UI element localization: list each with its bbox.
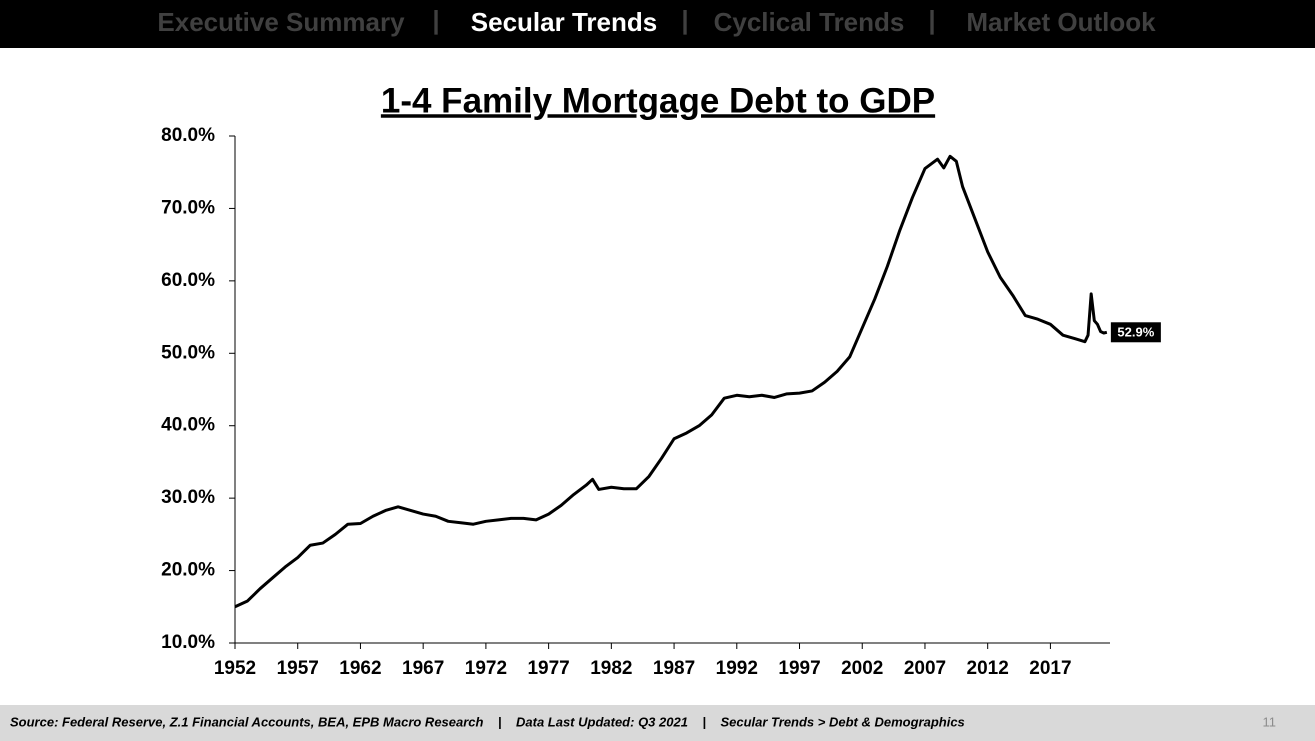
y-tick-label: 60.0% bbox=[161, 270, 215, 291]
x-tick-label: 1962 bbox=[339, 658, 381, 679]
chart-title: 1-4 Family Mortgage Debt to GDP bbox=[381, 81, 935, 120]
nav-separator: | bbox=[681, 5, 688, 35]
x-tick-label: 1977 bbox=[527, 658, 569, 679]
x-tick-label: 1992 bbox=[716, 658, 758, 679]
nav-separator: | bbox=[928, 5, 935, 35]
nav-item[interactable]: Executive Summary bbox=[157, 7, 405, 37]
footer-bar bbox=[0, 705, 1315, 741]
x-tick-label: 1997 bbox=[778, 658, 820, 679]
x-tick-label: 1972 bbox=[465, 658, 507, 679]
x-tick-label: 1967 bbox=[402, 658, 444, 679]
page-number: 11 bbox=[1263, 714, 1277, 729]
y-tick-label: 20.0% bbox=[161, 560, 215, 581]
y-tick-label: 40.0% bbox=[161, 415, 215, 436]
nav-separator: | bbox=[432, 5, 439, 35]
x-tick-label: 2002 bbox=[841, 658, 883, 679]
value-label: 52.9% bbox=[1117, 325, 1154, 340]
y-tick-label: 10.0% bbox=[161, 632, 215, 653]
y-tick-label: 80.0% bbox=[161, 125, 215, 146]
nav-item[interactable]: Secular Trends bbox=[471, 7, 657, 37]
x-tick-label: 2007 bbox=[904, 658, 946, 679]
line-series bbox=[234, 154, 1108, 609]
x-tick-label: 2017 bbox=[1029, 658, 1071, 679]
footer-source: Source: Federal Reserve, Z.1 Financial A… bbox=[10, 714, 965, 729]
x-tick-label: 1987 bbox=[653, 658, 695, 679]
y-tick-label: 30.0% bbox=[161, 487, 215, 508]
x-tick-label: 1952 bbox=[214, 658, 256, 679]
x-tick-label: 1982 bbox=[590, 658, 632, 679]
nav-item[interactable]: Market Outlook bbox=[966, 7, 1156, 37]
y-tick-label: 70.0% bbox=[161, 197, 215, 218]
nav-bar bbox=[0, 0, 1315, 48]
nav-item[interactable]: Cyclical Trends bbox=[714, 7, 905, 37]
value-label-box bbox=[1110, 322, 1161, 343]
x-tick-label: 1957 bbox=[277, 658, 319, 679]
x-tick-label: 2012 bbox=[967, 658, 1009, 679]
y-tick-label: 50.0% bbox=[161, 342, 215, 363]
